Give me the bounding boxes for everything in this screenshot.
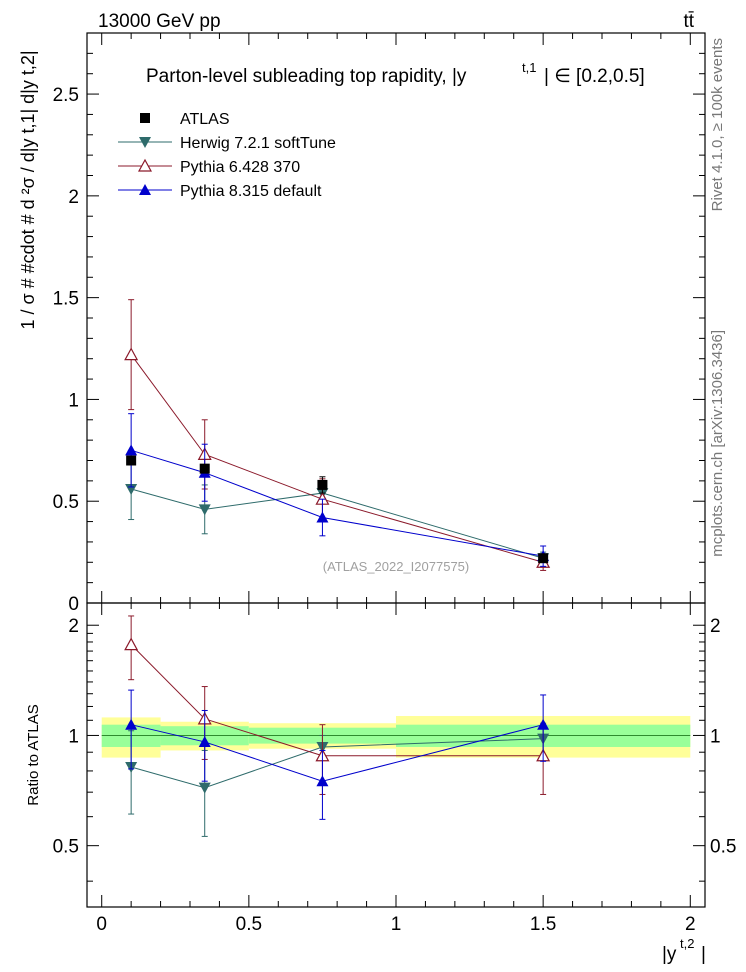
- legend-atlas-marker: [140, 113, 150, 123]
- ratio-pythia-8-315-default-point-2: [316, 775, 329, 787]
- ratio-pythia-8-315-default-point-0: [125, 718, 138, 730]
- ratio-ylabel: Ratio to ATLAS: [25, 704, 42, 805]
- main-pythia-8-315-default-point-0: [125, 444, 138, 456]
- ratio-ytick-label-left-0: 0.5: [53, 837, 79, 858]
- main-ytick-label-0: 0: [68, 594, 79, 615]
- ratio-pythia-8-315-default-point-1: [198, 735, 211, 747]
- main-herwig-7-2-1-softtune-line: [131, 488, 544, 559]
- energy-label: 13000 GeV pp: [98, 11, 221, 32]
- main-atlas-point-0: [126, 455, 137, 466]
- main-ytick-label-2: 1: [68, 390, 79, 411]
- ratio-herwig-7-2-1-softtune-line: [131, 738, 544, 789]
- x-axis-label-sup: t,2: [680, 936, 694, 951]
- main-title-sup: t,1: [522, 60, 536, 75]
- ratio-panel: 0.5 0.5 1 1 2 2 0 0.5 1 1.5 2 Ratio to ATLAS |y t,…: [25, 602, 736, 965]
- ratio-ytick-label-right-1: 1: [710, 726, 721, 747]
- ratio-pythia-8-315-default-point-3: [537, 718, 550, 730]
- legend-pythia-6-428-370-label: Pythia 6.428 370: [180, 159, 300, 176]
- legend-atlas-label: ATLAS: [180, 111, 230, 128]
- main-ytick-label-1: 0.5: [53, 492, 79, 513]
- ratio-ytick-label-right-2: 2: [710, 616, 721, 637]
- x-axis-label-tail: |: [701, 944, 706, 965]
- main-pythia-8-315-default-point-2: [316, 511, 329, 523]
- x-tick-label-0: 0: [96, 914, 107, 935]
- ratio-ytick-label-left-2: 2: [68, 616, 79, 637]
- ratio-ytick-label-left-1: 1: [68, 726, 79, 747]
- rivet-label: Rivet 4.1.0, ≥ 100k events: [709, 38, 726, 211]
- legend-herwig-7-2-1-softtune-marker: [139, 137, 151, 148]
- mcplots-label: mcplots.cern.ch [arXiv:1306.3436]: [709, 330, 726, 557]
- legend-pythia-6-428-370-marker: [137, 158, 153, 172]
- x-tick-label-3: 1.5: [530, 914, 556, 935]
- ratio-pythia-6-428-370-line: [130, 644, 544, 757]
- main-pythia-6-428-370-point-0: [124, 347, 139, 361]
- legend-pythia-8-315-default-label: Pythia 8.315 default: [180, 183, 322, 200]
- main-ytick-label-4: 2: [68, 187, 79, 208]
- x-tick-label-4: 2: [685, 914, 696, 935]
- x-tick-label-1: 0.5: [236, 914, 262, 935]
- ratio-ytick-label-right-0: 0.5: [710, 837, 736, 858]
- watermark: (ATLAS_2022_I2077575): [323, 559, 469, 574]
- process-label: tt̄: [683, 11, 694, 32]
- ratio-series-group: [124, 615, 551, 837]
- ratio-herwig-7-2-1-softtune-point-1: [198, 782, 211, 794]
- ratio-pythia-8-315-default-line: [131, 724, 544, 782]
- legend: ATLAS Herwig 7.2.1 softTune Pythia 6.428 3…: [118, 111, 336, 200]
- legend-pythia-8-315-default-marker: [139, 184, 151, 195]
- main-ytick-label-5: 2.5: [53, 85, 79, 106]
- legend-herwig-7-2-1-softtune-label: Herwig 7.2.1 softTune: [180, 135, 336, 152]
- main-title-tail: | ∈ [0.2,0.5]: [544, 66, 645, 87]
- main-pythia-8-315-default-line: [130, 449, 544, 557]
- main-atlas-point-1: [199, 463, 210, 474]
- main-pythia-6-428-370-line: [130, 354, 544, 563]
- x-axis-label-text: |y: [662, 944, 677, 965]
- main-atlas-point-3: [538, 553, 549, 564]
- main-ytick-label-3: 1.5: [53, 289, 79, 310]
- main-atlas-point-2: [317, 479, 328, 490]
- main-herwig-7-2-1-softtune-point-1: [198, 504, 211, 516]
- x-tick-label-2: 1: [391, 914, 402, 935]
- main-series-group: [124, 299, 551, 571]
- main-panel: 0 0.5 1 1.5 2 2.5 Parton-level subleading top…: [18, 32, 706, 615]
- ratio-pythia-6-428-370-point-0: [124, 637, 139, 651]
- main-title: Parton-level subleading top rapidity, |y: [146, 66, 467, 87]
- main-ylabel: 1 / σ # #cdot # d ²σ / d|y t,1| d|y t,2|: [18, 50, 38, 329]
- main-title-text: Parton-level subleading top rapidity, |y: [146, 66, 467, 87]
- x-axis-label: |y: [662, 944, 677, 965]
